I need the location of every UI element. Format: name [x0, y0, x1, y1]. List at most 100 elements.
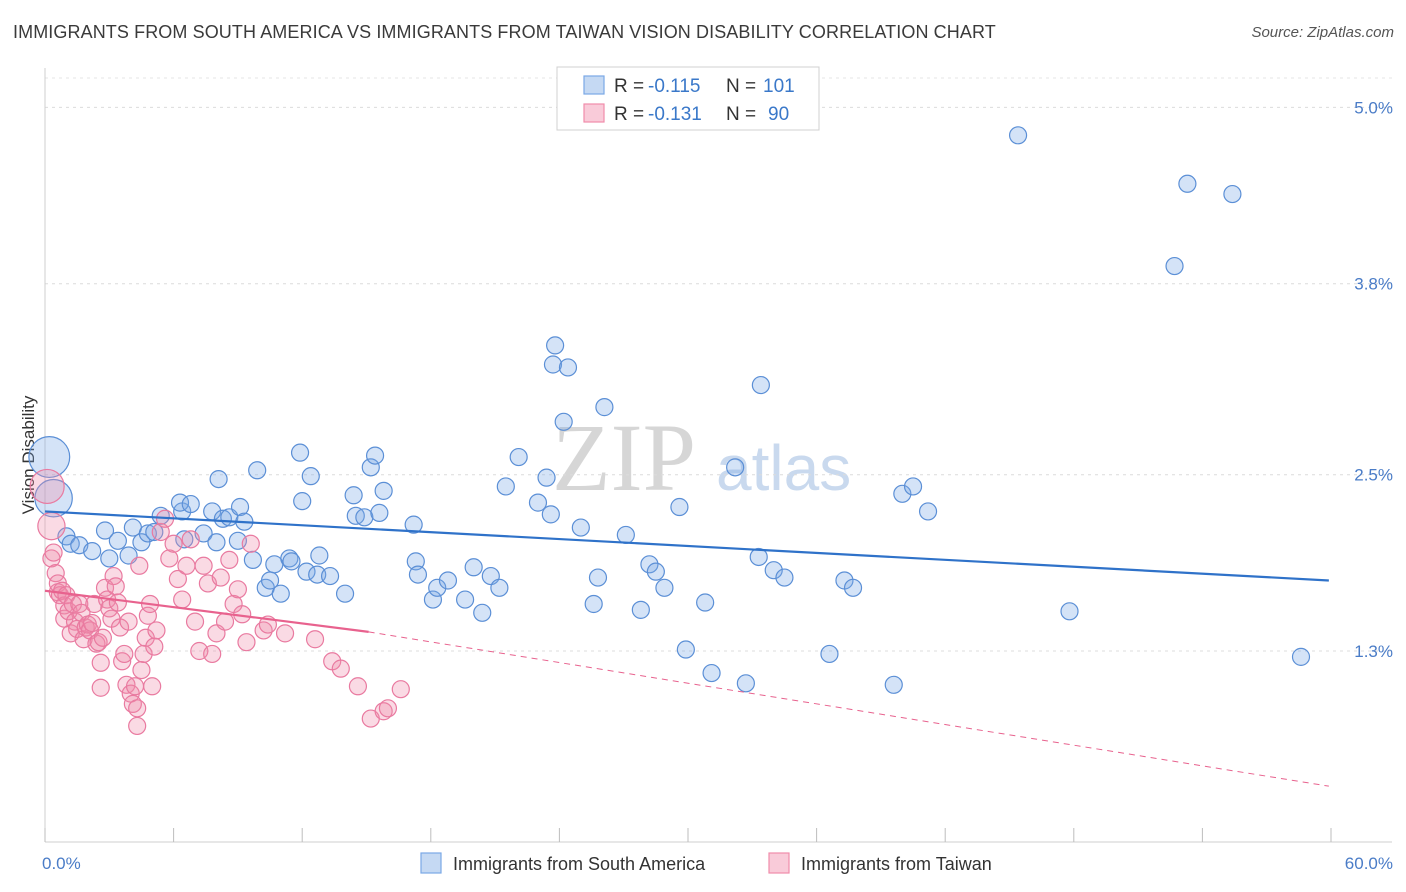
y-tick-label: 3.8% — [1354, 275, 1393, 294]
data-point-south-america — [310, 546, 329, 565]
data-point-south-america — [243, 550, 263, 570]
data-point-taiwan — [145, 637, 164, 656]
data-point-south-america — [361, 458, 380, 477]
x-tick-labels: 0.0% 60.0% — [42, 854, 1393, 873]
data-point-taiwan — [143, 677, 162, 696]
data-point-south-america — [537, 468, 556, 487]
data-point-south-america — [297, 562, 316, 581]
data-point-taiwan — [128, 699, 147, 718]
data-point-taiwan — [91, 678, 110, 697]
data-point-taiwan — [37, 511, 66, 541]
legend-swatch-taiwan — [583, 103, 605, 123]
data-point-south-america — [1060, 602, 1079, 621]
data-point-south-america — [344, 486, 363, 505]
data-point-south-america — [355, 508, 374, 527]
legend-n-label: N = — [726, 76, 756, 97]
axes — [44, 68, 1392, 843]
data-point-south-america — [543, 355, 563, 374]
legend-label-taiwan: Immigrants from Taiwan — [801, 854, 992, 874]
data-point-south-america — [631, 600, 650, 619]
x-tick-label: 60.0% — [1345, 854, 1393, 873]
data-point-south-america — [702, 663, 721, 683]
data-point-taiwan — [130, 556, 149, 575]
data-point-south-america — [646, 562, 665, 581]
data-point-taiwan — [331, 659, 350, 678]
legend-swatch-south-america — [583, 75, 605, 95]
data-point-south-america — [207, 533, 226, 552]
data-point-south-america — [726, 458, 745, 477]
trend-line-taiwan — [44, 589, 369, 633]
legend-n-label: N = — [726, 104, 756, 125]
legend-n-value: 101 — [763, 76, 795, 97]
data-point-south-america — [280, 549, 299, 568]
data-point-south-america — [175, 530, 194, 549]
y-tick-label: 5.0% — [1354, 98, 1393, 117]
data-point-south-america — [181, 494, 200, 514]
watermark: ZIP atlas — [552, 404, 851, 511]
x-tick-label: 0.0% — [42, 854, 81, 873]
data-point-south-america — [749, 547, 768, 567]
data-point-south-america — [230, 497, 250, 517]
data-point-taiwan — [125, 677, 145, 696]
y-tick-labels: 1.3% 2.5% 3.8% 5.0% — [1354, 98, 1393, 661]
data-point-south-america — [438, 571, 458, 590]
data-point-south-america — [213, 509, 232, 528]
data-point-south-america — [100, 549, 119, 568]
data-point-south-america — [301, 467, 320, 486]
data-point-taiwan — [113, 652, 132, 671]
trend-lines — [44, 510, 1329, 787]
data-point-taiwan — [194, 556, 213, 575]
data-point-taiwan — [29, 468, 65, 505]
data-point-south-america — [320, 566, 340, 586]
data-point-taiwan — [203, 644, 222, 664]
data-point-south-america — [546, 336, 565, 355]
data-point-taiwan — [177, 556, 196, 575]
data-point-south-america — [554, 412, 573, 431]
data-point-south-america — [370, 503, 389, 522]
data-point-taiwan — [215, 612, 235, 631]
data-point-south-america — [676, 640, 695, 659]
legend-swatch-taiwan — [768, 852, 790, 874]
data-point-taiwan — [391, 680, 410, 699]
data-point-taiwan — [160, 549, 179, 568]
data-point-south-america — [209, 470, 228, 489]
data-point-south-america — [28, 436, 71, 479]
data-point-south-america — [571, 518, 590, 537]
data-point-taiwan — [128, 716, 147, 736]
data-point-taiwan — [185, 612, 205, 631]
data-point-taiwan — [132, 660, 151, 680]
data-point-south-america — [696, 593, 715, 612]
data-point-taiwan — [241, 534, 260, 553]
legend-label-south-america: Immigrants from South America — [453, 854, 706, 874]
data-point-taiwan — [106, 577, 125, 596]
data-point-south-america — [584, 594, 603, 614]
data-point-south-america — [1008, 126, 1028, 145]
data-point-south-america — [95, 521, 115, 540]
watermark-zip: ZIP — [552, 404, 696, 511]
data-point-south-america — [108, 531, 127, 550]
data-point-south-america — [1165, 256, 1184, 276]
legend-swatch-south-america — [420, 852, 442, 874]
data-point-south-america — [1223, 184, 1242, 204]
legend-r-label: R = — [614, 104, 644, 125]
y-tick-label: 2.5% — [1354, 466, 1393, 485]
data-point-south-america — [248, 461, 267, 480]
legend-n-value: 90 — [768, 104, 789, 125]
data-point-south-america — [374, 481, 393, 500]
data-point-taiwan — [91, 653, 110, 672]
data-point-south-america — [473, 603, 492, 622]
data-point-south-america — [541, 505, 560, 524]
data-point-south-america — [290, 443, 310, 462]
data-point-south-america — [293, 492, 312, 511]
data-point-taiwan — [228, 580, 247, 599]
data-point-taiwan — [164, 534, 183, 553]
data-point-south-america — [428, 578, 447, 597]
data-point-south-america — [775, 568, 794, 587]
data-point-south-america — [903, 477, 923, 496]
data-point-south-america — [83, 541, 102, 561]
data-point-south-america — [764, 561, 783, 580]
data-point-south-america — [893, 484, 912, 503]
data-point-taiwan — [83, 613, 102, 633]
data-point-south-america — [751, 375, 770, 395]
